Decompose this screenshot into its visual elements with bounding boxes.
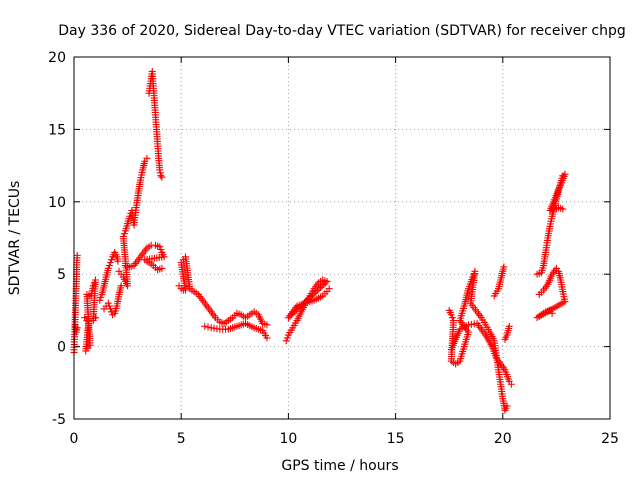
data-point	[157, 246, 165, 254]
y-tick-label: 10	[48, 195, 66, 211]
data-point	[106, 259, 114, 267]
data-point	[309, 291, 317, 299]
x-tick-label: 10	[279, 431, 297, 447]
data-point	[507, 380, 515, 388]
data-point	[307, 293, 315, 301]
x-tick-label: 25	[601, 431, 619, 447]
y-tick-label: 5	[57, 267, 66, 283]
data-point	[104, 299, 112, 307]
data-point	[90, 279, 98, 287]
x-tick-label: 5	[177, 431, 186, 447]
y-tick-label: 0	[57, 340, 66, 356]
data-point	[96, 296, 104, 304]
data-point	[263, 321, 271, 329]
data-point	[108, 256, 116, 264]
y-tick-label: 15	[48, 122, 66, 138]
y-tick-label: 20	[48, 50, 66, 66]
data-point	[325, 285, 333, 293]
data-point	[97, 293, 105, 301]
x-tick-label: 0	[70, 431, 79, 447]
data-point	[321, 279, 329, 287]
x-tick-label: 15	[387, 431, 405, 447]
data-point	[312, 288, 320, 296]
y-axis-label: SDTVAR / TECUs	[7, 181, 23, 296]
data-point	[323, 277, 331, 285]
data-point	[157, 172, 165, 180]
data-point	[263, 334, 271, 342]
data-point	[117, 282, 125, 290]
data-point	[105, 302, 113, 310]
data-point	[119, 233, 127, 241]
data-point	[313, 286, 321, 294]
data-point	[104, 264, 112, 272]
data-point	[283, 334, 291, 342]
data-point	[503, 402, 511, 410]
x-tick-label: 20	[494, 431, 512, 447]
data-point	[500, 263, 508, 271]
data-point	[310, 290, 318, 298]
plot-frame	[73, 56, 611, 420]
data-point	[158, 173, 166, 181]
data-point	[559, 205, 567, 213]
data-point	[105, 262, 113, 270]
data-point	[201, 322, 209, 330]
data-point	[315, 285, 323, 293]
data-point	[204, 323, 212, 331]
data-point	[448, 314, 456, 322]
data-point	[282, 337, 290, 345]
data-point	[91, 314, 99, 322]
data-point	[143, 154, 151, 162]
data-point	[108, 308, 116, 316]
data-point	[73, 324, 81, 332]
data-point	[317, 283, 325, 291]
data-point	[158, 264, 166, 272]
data-point	[120, 230, 128, 238]
data-point	[156, 243, 164, 251]
data-point	[469, 273, 477, 281]
data-point	[320, 280, 328, 288]
y-tick-label: -5	[52, 412, 66, 428]
data-point	[114, 257, 122, 265]
data-point	[73, 251, 81, 259]
data-point	[447, 311, 455, 319]
data-point	[548, 309, 556, 317]
data-point	[318, 282, 326, 290]
x-axis-label: GPS time / hours	[281, 458, 398, 474]
chart-title: Day 336 of 2020, Sidereal Day-to-day VTE…	[58, 23, 626, 39]
data-point	[505, 322, 513, 330]
